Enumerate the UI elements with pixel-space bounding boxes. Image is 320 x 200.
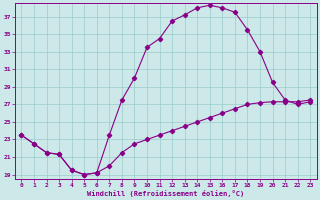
X-axis label: Windchill (Refroidissement éolien,°C): Windchill (Refroidissement éolien,°C) [87, 190, 244, 197]
